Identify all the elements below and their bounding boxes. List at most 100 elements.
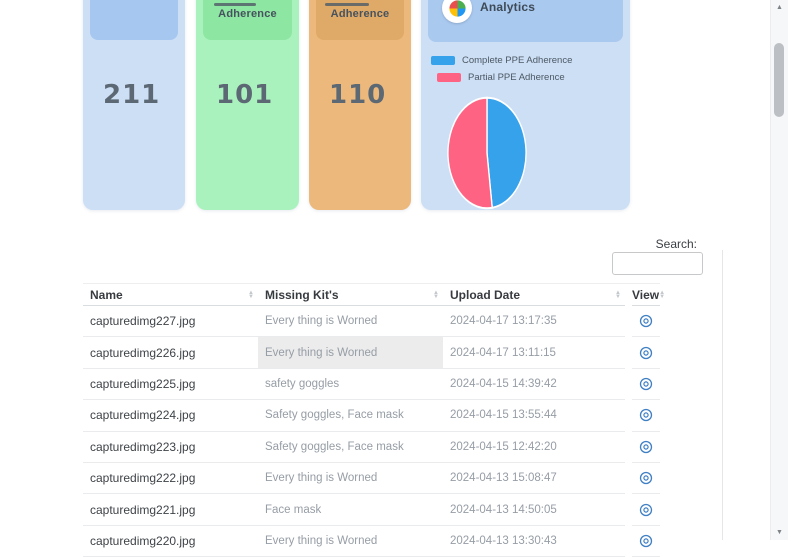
column-header-upload-date[interactable]: Upload Date ▲ ▼ bbox=[443, 284, 625, 306]
cell-gap bbox=[625, 526, 632, 557]
cell-gap bbox=[625, 369, 632, 400]
cell-name: capturedimg224.jpg bbox=[83, 400, 258, 432]
analytics-pie-logo-icon bbox=[442, 0, 472, 23]
cell-missing-kits: Every thing is Worned bbox=[258, 526, 443, 557]
cell-name: capturedimg220.jpg bbox=[83, 526, 258, 557]
view-button[interactable] bbox=[639, 314, 653, 328]
stat-card-complete-header: Adherence bbox=[203, 0, 292, 40]
cell-missing-kits: safety goggles bbox=[258, 369, 443, 401]
view-button[interactable] bbox=[639, 346, 653, 360]
cell-gap bbox=[625, 400, 632, 431]
stat-card-partial-adherence: Adherence 110 bbox=[309, 0, 411, 210]
stat-card-partial-header: Adherence bbox=[316, 0, 404, 40]
cell-name: capturedimg223.jpg bbox=[83, 432, 258, 463]
cell-missing-kits: Face mask bbox=[258, 494, 443, 526]
vertical-scrollbar[interactable]: ▲ ▼ bbox=[770, 0, 788, 540]
cell-missing-kits: Every thing is Worned bbox=[258, 337, 443, 369]
view-button[interactable] bbox=[639, 377, 653, 391]
pie-slice-0 bbox=[486, 96, 527, 209]
cell-upload-date: 2024-04-17 13:11:15 bbox=[443, 337, 625, 369]
legend-swatch-complete bbox=[431, 56, 455, 65]
stat-complete-label: Adherence bbox=[218, 8, 277, 20]
stat-card-complete-adherence: Adherence 101 bbox=[196, 0, 299, 210]
stat-card-total: 211 bbox=[83, 0, 185, 210]
table-row: capturedimg221.jpg Face mask 2024-04-13 14… bbox=[83, 494, 660, 526]
panel-right-border bbox=[722, 250, 723, 540]
stat-partial-value: 110 bbox=[329, 80, 387, 110]
legend-label-partial: Partial PPE Adherence bbox=[468, 72, 565, 83]
scrollbar-thumb[interactable] bbox=[774, 43, 784, 117]
legend-partial[interactable]: Partial PPE Adherence bbox=[437, 72, 565, 83]
images-table: Name ▲ ▼ Missing Kit's ▲ ▼ Upload Date ▲ ▼ … bbox=[83, 283, 665, 557]
analytics-title: Analytics bbox=[480, 0, 536, 14]
cell-gap bbox=[625, 494, 632, 525]
cell-name: capturedimg226.jpg bbox=[83, 337, 258, 369]
cell-missing-kits: Every thing is Worned bbox=[258, 463, 443, 495]
table-row: capturedimg223.jpg Safety goggles, Face m… bbox=[83, 432, 660, 463]
view-button[interactable] bbox=[639, 534, 653, 548]
cell-name: capturedimg227.jpg bbox=[83, 306, 258, 338]
view-button[interactable] bbox=[639, 503, 653, 517]
cut-label-fragment bbox=[214, 3, 256, 6]
cell-upload-date: 2024-04-13 15:08:47 bbox=[443, 463, 625, 495]
sort-icon: ▲ ▼ bbox=[615, 289, 621, 300]
legend-swatch-partial bbox=[437, 73, 461, 82]
scroll-down-icon[interactable]: ▼ bbox=[776, 529, 783, 536]
sort-icon: ▲ ▼ bbox=[433, 289, 439, 300]
cell-view bbox=[632, 494, 660, 526]
cell-upload-date: 2024-04-15 12:42:20 bbox=[443, 432, 625, 463]
sort-icon: ▲ ▼ bbox=[248, 289, 254, 300]
cell-view bbox=[632, 369, 660, 401]
cell-upload-date: 2024-04-15 14:39:42 bbox=[443, 369, 625, 401]
column-gap bbox=[625, 284, 632, 306]
cell-upload-date: 2024-04-13 13:30:43 bbox=[443, 526, 625, 557]
analytics-card: Analytics Complete PPE Adherence Partial… bbox=[421, 0, 630, 210]
view-button[interactable] bbox=[639, 471, 653, 485]
legend-label-complete: Complete PPE Adherence bbox=[462, 55, 573, 66]
table-body: capturedimg227.jpg Every thing is Worned 2… bbox=[83, 306, 660, 557]
sort-icon: ▲ ▼ bbox=[659, 289, 666, 300]
table-row: capturedimg220.jpg Every thing is Worned 2… bbox=[83, 526, 660, 557]
cell-gap bbox=[625, 337, 632, 368]
table-row: capturedimg225.jpg safety goggles 2024-04-… bbox=[83, 369, 660, 401]
pie-chart bbox=[447, 96, 527, 210]
column-header-name[interactable]: Name ▲ ▼ bbox=[83, 284, 258, 306]
cell-upload-date: 2024-04-13 14:50:05 bbox=[443, 494, 625, 526]
table-row: capturedimg224.jpg Safety goggles, Face m… bbox=[83, 400, 660, 432]
view-button[interactable] bbox=[639, 440, 653, 454]
scroll-up-icon[interactable]: ▲ bbox=[776, 4, 783, 11]
view-button[interactable] bbox=[639, 408, 653, 422]
column-header-missing-kits[interactable]: Missing Kit's ▲ ▼ bbox=[258, 284, 443, 306]
table-row: capturedimg222.jpg Every thing is Worned 2… bbox=[83, 463, 660, 495]
pie-slice-1 bbox=[447, 96, 493, 210]
table-header-row: Name ▲ ▼ Missing Kit's ▲ ▼ Upload Date ▲ ▼ … bbox=[83, 283, 665, 306]
cell-view bbox=[632, 463, 660, 495]
cell-view bbox=[632, 306, 660, 338]
cut-label-fragment bbox=[325, 3, 369, 6]
column-header-view[interactable]: View ▲ ▼ bbox=[632, 284, 665, 306]
cell-upload-date: 2024-04-17 13:17:35 bbox=[443, 306, 625, 338]
cell-name: capturedimg221.jpg bbox=[83, 494, 258, 526]
stat-complete-value: 101 bbox=[216, 80, 274, 110]
cell-missing-kits: Safety goggles, Face mask bbox=[258, 432, 443, 463]
cell-missing-kits: Every thing is Worned bbox=[258, 306, 443, 338]
cell-view bbox=[632, 337, 660, 369]
cell-upload-date: 2024-04-15 13:55:44 bbox=[443, 400, 625, 432]
legend-complete[interactable]: Complete PPE Adherence bbox=[431, 55, 572, 66]
stat-total-value: 211 bbox=[103, 80, 161, 110]
search-label: Search: bbox=[655, 237, 697, 251]
stat-partial-label: Adherence bbox=[330, 8, 390, 20]
cell-view bbox=[632, 432, 660, 463]
cell-gap bbox=[625, 463, 632, 494]
cell-name: capturedimg225.jpg bbox=[83, 369, 258, 401]
cell-name: capturedimg222.jpg bbox=[83, 463, 258, 495]
cell-missing-kits: Safety goggles, Face mask bbox=[258, 400, 443, 432]
cell-view bbox=[632, 400, 660, 432]
table-row: capturedimg227.jpg Every thing is Worned 2… bbox=[83, 306, 660, 338]
search-input[interactable] bbox=[612, 252, 703, 275]
cell-view bbox=[632, 526, 660, 557]
cell-gap bbox=[625, 306, 632, 337]
stat-card-total-header bbox=[90, 0, 178, 40]
table-row: capturedimg226.jpg Every thing is Worned 2… bbox=[83, 337, 660, 369]
cell-gap bbox=[625, 432, 632, 463]
